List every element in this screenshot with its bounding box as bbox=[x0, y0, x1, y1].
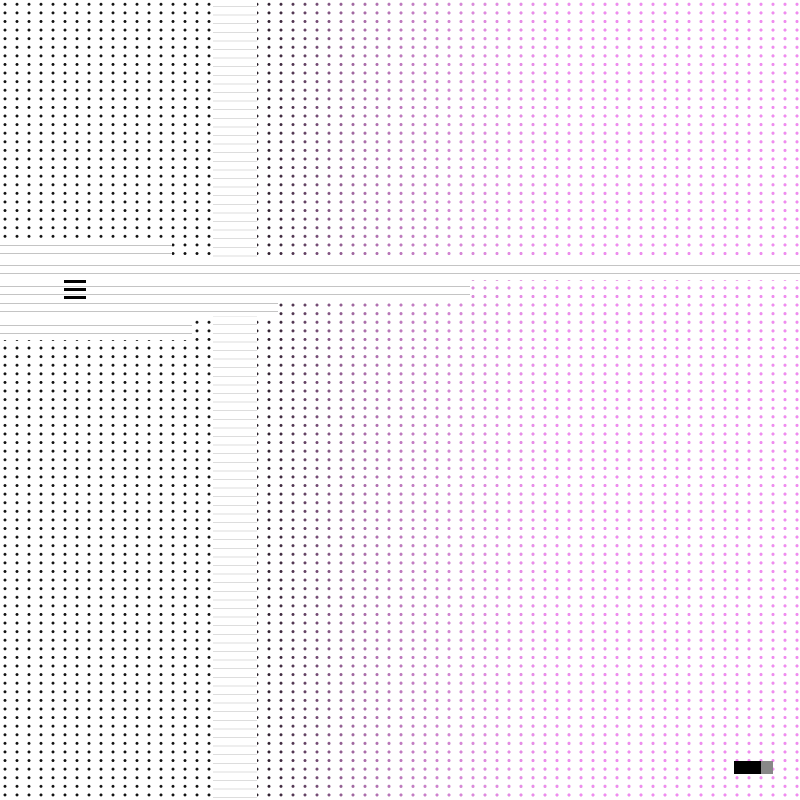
line-band-bottom bbox=[0, 318, 192, 340]
line-band-wide bbox=[0, 258, 800, 280]
progress-indicator bbox=[734, 761, 773, 774]
vertical-striped-column bbox=[213, 0, 257, 800]
line-band-lower bbox=[0, 296, 278, 316]
line-band-middle bbox=[0, 279, 470, 298]
progress-remainder bbox=[761, 761, 773, 774]
progress-fill bbox=[734, 761, 762, 774]
line-band-top bbox=[0, 238, 172, 260]
hamburger-icon[interactable] bbox=[64, 280, 86, 300]
